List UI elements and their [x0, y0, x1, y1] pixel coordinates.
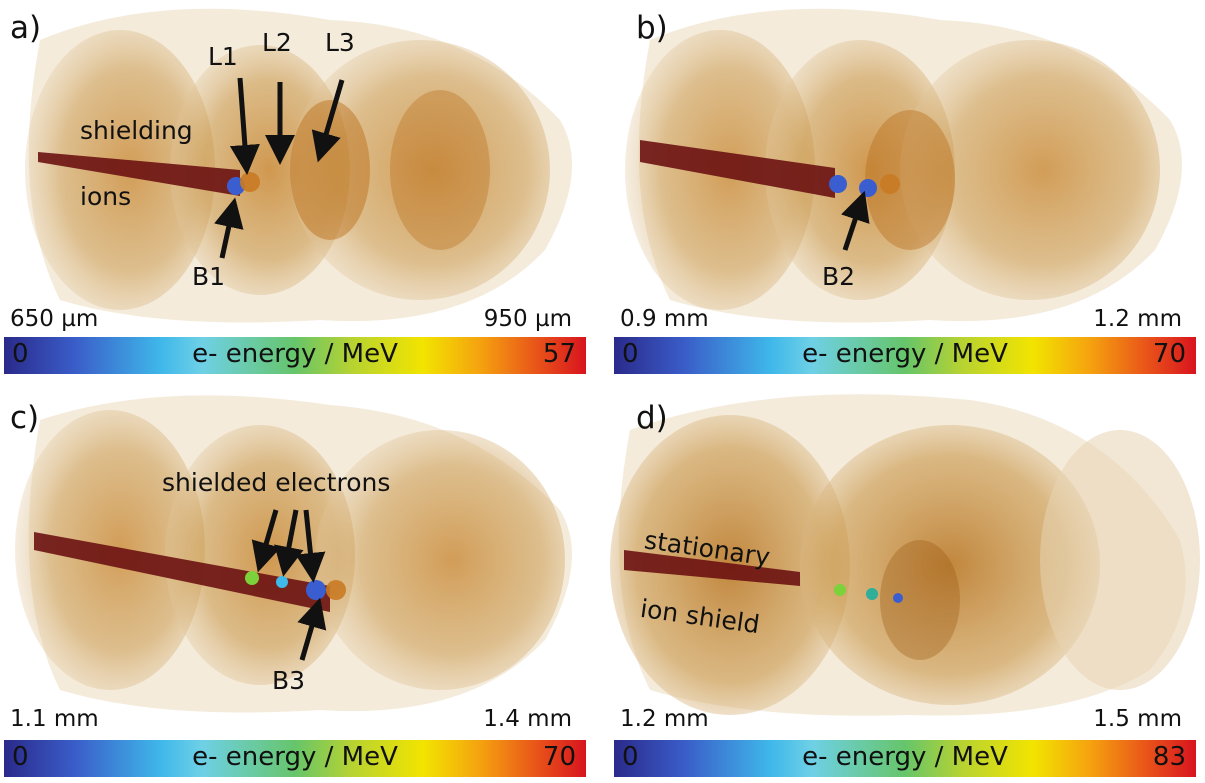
- colorbar-min: 0: [622, 339, 639, 369]
- colorbar-min: 0: [622, 742, 639, 772]
- annotation-shielding: shielding: [80, 116, 193, 145]
- annotation-l2: L2: [262, 28, 292, 57]
- panel-label: a): [10, 10, 42, 46]
- plasma-wake-rendering: [625, 8, 1182, 323]
- scale-right: 1.5 mm: [1093, 706, 1182, 732]
- scale-right: 950 µm: [483, 306, 572, 332]
- annotation-b2: B2: [822, 262, 856, 291]
- panel-c: c) shielded electrons B3 1.1 mm 1.4 mm 0…: [0, 390, 590, 777]
- colorbar-title: e- energy / MeV: [802, 339, 1008, 369]
- annotation-shielded-electrons: shielded electrons: [162, 468, 391, 497]
- colorbar-max: 70: [1152, 339, 1186, 369]
- colorbar-max: 70: [542, 742, 576, 772]
- scale-left: 1.2 mm: [620, 706, 709, 732]
- scale-right: 1.4 mm: [483, 706, 572, 732]
- colorbar-max: 57: [542, 339, 576, 369]
- annotation-l3: L3: [325, 28, 355, 57]
- colorbar-title: e- energy / MeV: [192, 742, 398, 772]
- annotation-ions: ions: [80, 182, 132, 211]
- plasma-wake-rendering: [15, 395, 572, 713]
- panel-label: b): [636, 10, 668, 46]
- scale-left: 0.9 mm: [620, 306, 709, 332]
- energy-colorbar: 0 e- energy / MeV 83: [614, 740, 1196, 777]
- colorbar-max: 83: [1152, 742, 1186, 772]
- colorbar-title: e- energy / MeV: [192, 339, 398, 369]
- annotation-l1: L1: [208, 42, 238, 71]
- plasma-wake-rendering: [610, 394, 1200, 716]
- energy-colorbar: 0 e- energy / MeV 70: [4, 740, 586, 777]
- plasma-wake-rendering: [25, 8, 572, 323]
- annotation-b3: B3: [272, 666, 306, 695]
- panel-b: b) B2 0.9 mm 1.2 mm 0 e- energy / MeV 70: [610, 0, 1200, 387]
- panel-label: c): [10, 400, 40, 436]
- colorbar-min: 0: [12, 742, 29, 772]
- panel-label: d): [636, 400, 668, 436]
- panel-a: a) L1 L2 L3 shielding ions B1 650 µm 950…: [0, 0, 590, 387]
- colorbar-title: e- energy / MeV: [802, 742, 1008, 772]
- scale-left: 650 µm: [10, 306, 99, 332]
- scale-right: 1.2 mm: [1093, 306, 1182, 332]
- panel-d: d) stationary ion shield 1.2 mm 1.5 mm 0…: [610, 390, 1200, 777]
- scale-left: 1.1 mm: [10, 706, 99, 732]
- annotation-b1: B1: [192, 262, 226, 291]
- energy-colorbar: 0 e- energy / MeV 70: [614, 337, 1196, 374]
- energy-colorbar: 0 e- energy / MeV 57: [4, 337, 586, 374]
- colorbar-min: 0: [12, 339, 29, 369]
